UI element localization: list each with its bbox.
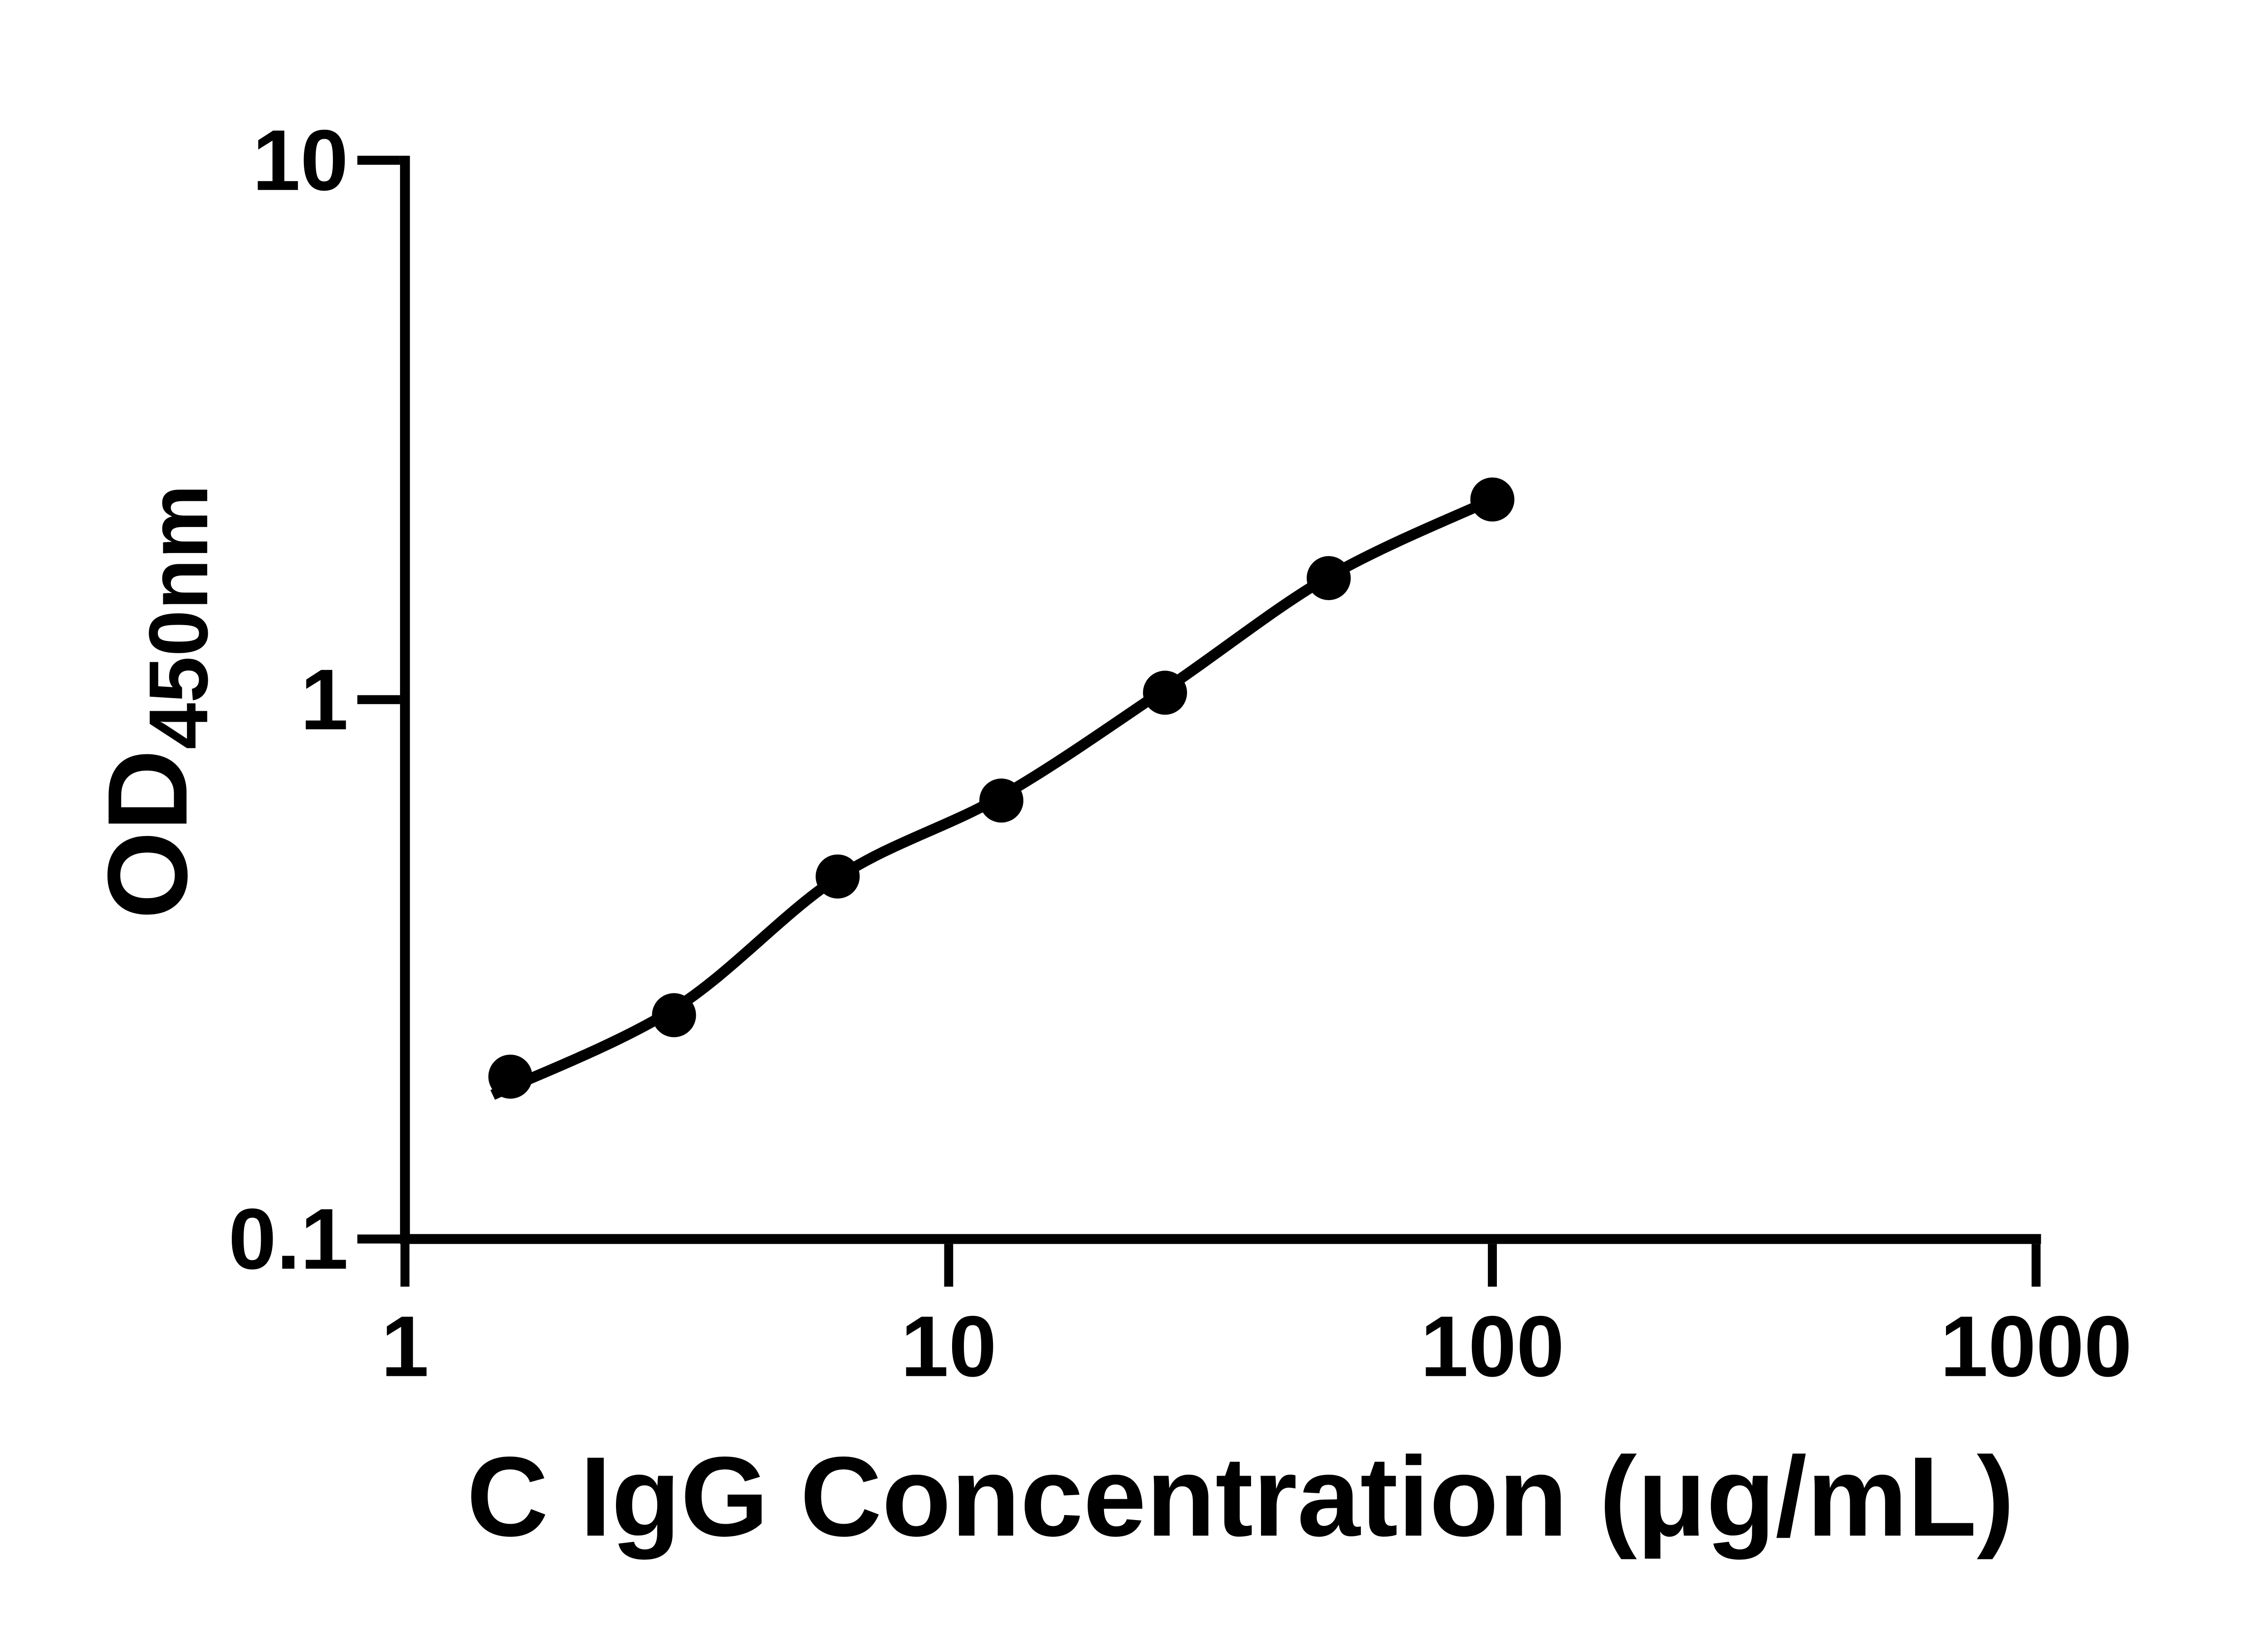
x-tick-label: 100 (1420, 1299, 1564, 1395)
x-tick-label: 1000 (1940, 1299, 2132, 1395)
x-tick-label: 1 (381, 1299, 429, 1395)
data-point (979, 778, 1024, 823)
x-tick-label: 10 (901, 1299, 997, 1395)
y-tick-label: 0.1 (228, 1191, 348, 1287)
y-tick-label: 1 (300, 652, 348, 748)
x-axis-title: C IgG Concentration (μg/mL) (467, 1433, 2014, 1560)
data-point (488, 1054, 533, 1099)
data-point (1143, 670, 1187, 715)
data-point (1306, 556, 1351, 600)
data-point (1470, 477, 1515, 522)
y-axis-title-subscript: 450nm (132, 484, 225, 749)
y-axis-title-main: OD (84, 749, 210, 919)
y-axis-title: OD450nm (84, 484, 225, 919)
data-point (816, 854, 860, 899)
y-tick-label: 10 (252, 112, 348, 209)
data-point (652, 993, 696, 1037)
